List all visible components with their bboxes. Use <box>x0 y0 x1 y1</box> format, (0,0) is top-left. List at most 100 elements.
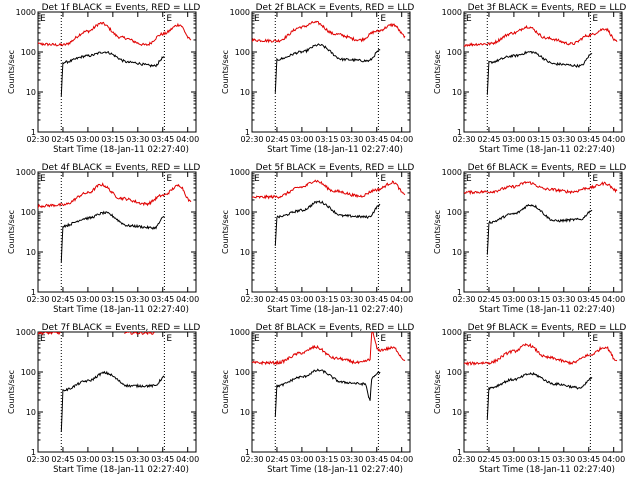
y-tick-label: 1 <box>457 448 462 457</box>
x-tick-label: 02:30 <box>26 455 49 464</box>
y-tick-label: 1 <box>245 128 250 137</box>
marker-label: E <box>592 334 598 344</box>
y-tick-label: 10 <box>26 248 36 257</box>
y-tick-label: 1000 <box>442 168 462 177</box>
x-tick-label: 03:15 <box>315 295 338 304</box>
x-tick-label: 03:30 <box>126 135 149 144</box>
x-tick-label: 02:30 <box>240 135 263 144</box>
y-tick-label: 1 <box>457 288 462 297</box>
y-axis-label: Counts/sec <box>221 210 230 254</box>
series-events-line <box>274 200 381 246</box>
plot-frame <box>251 331 411 453</box>
x-axis-label: Start Time (18-Jan-11 02:27:40) <box>267 145 403 155</box>
plot-title: Det 4f BLACK = Events, RED = LLD <box>42 163 201 173</box>
y-tick-label: 100 <box>447 208 462 217</box>
x-tick-label: 02:30 <box>240 455 263 464</box>
series-events-line <box>486 203 593 255</box>
x-tick-label: 02:45 <box>51 455 74 464</box>
series-lld-line <box>464 24 618 47</box>
x-tick-label: 04:00 <box>390 455 413 464</box>
plot-title: Det 5f BLACK = Events, RED = LLD <box>256 163 415 173</box>
x-tick-label: 04:00 <box>390 135 413 144</box>
y-tick-label: 10 <box>240 88 250 97</box>
plot-panel-8: Det 8f BLACK = Events, RED = LLD 1 10 100 10… <box>221 323 414 475</box>
plot-title: Det 3f BLACK = Events, RED = LLD <box>468 3 627 13</box>
x-tick-label: 02:45 <box>477 295 500 304</box>
plot-panel-6: Det 6f BLACK = Events, RED = LLD 1 10 100 10… <box>433 163 626 315</box>
x-tick-label: 03:30 <box>552 135 575 144</box>
x-axis-label: Start Time (18-Jan-11 02:27:40) <box>479 465 615 475</box>
x-tick-label: 03:45 <box>577 135 600 144</box>
y-tick-label: 1000 <box>230 328 250 337</box>
x-tick-label: 03:15 <box>315 135 338 144</box>
y-tick-label: 10 <box>26 408 36 417</box>
y-tick-label: 1000 <box>230 8 250 17</box>
plot-title: Det 1f BLACK = Events, RED = LLD <box>42 3 201 13</box>
y-tick-label: 10 <box>240 408 250 417</box>
x-axis-label: Start Time (18-Jan-11 02:27:40) <box>479 305 615 315</box>
y-tick-label: 10 <box>452 88 462 97</box>
series-lld-line <box>38 21 192 47</box>
marker-label: E <box>166 174 172 184</box>
x-axis-label: Start Time (18-Jan-11 02:27:40) <box>53 465 189 475</box>
x-tick-label: 03:45 <box>365 295 388 304</box>
x-tick-label: 02:30 <box>26 135 49 144</box>
marker-label: E <box>592 14 598 24</box>
x-axis-label: Start Time (18-Jan-11 02:27:40) <box>267 465 403 475</box>
series-events-line <box>274 43 381 93</box>
x-axis-label: Start Time (18-Jan-11 02:27:40) <box>53 305 189 315</box>
x-tick-label: 02:45 <box>51 135 74 144</box>
plot-title: Det 9f BLACK = Events, RED = LLD <box>468 323 627 333</box>
x-tick-label: 03:45 <box>365 455 388 464</box>
y-tick-label: 1 <box>245 288 250 297</box>
x-axis-label: Start Time (18-Jan-11 02:27:40) <box>53 145 189 155</box>
series-lld-line <box>464 180 618 196</box>
y-tick-label: 10 <box>452 248 462 257</box>
y-tick-label: 100 <box>235 208 250 217</box>
marker-label: E <box>40 334 46 344</box>
x-tick-label: 02:30 <box>26 295 49 304</box>
plot-panel-9: Det 9f BLACK = Events, RED = LLD 1 10 100 10… <box>433 323 626 475</box>
series-lld-line <box>252 20 406 44</box>
y-tick-label: 100 <box>235 48 250 57</box>
plot-frame <box>37 11 197 133</box>
x-tick-label: 03:00 <box>76 295 99 304</box>
marker-label: E <box>592 174 598 184</box>
y-tick-label: 1 <box>31 448 36 457</box>
x-tick-label: 02:45 <box>51 295 74 304</box>
x-tick-label: 03:00 <box>290 295 313 304</box>
plot-title: Det 2f BLACK = Events, RED = LLD <box>256 3 415 13</box>
plot-panel-7: Det 7f BLACK = Events, RED = LLD 1 10 100 10… <box>7 323 200 475</box>
y-axis-label: Counts/sec <box>221 50 230 94</box>
x-tick-label: 03:45 <box>151 455 174 464</box>
marker-label: E <box>254 174 260 184</box>
y-tick-label: 100 <box>21 48 36 57</box>
series-events-line <box>60 50 165 97</box>
series-events-line <box>60 210 165 263</box>
x-tick-label: 04:00 <box>176 295 199 304</box>
x-tick-label: 03:30 <box>126 295 149 304</box>
y-tick-label: 100 <box>21 368 36 377</box>
x-tick-label: 03:00 <box>290 455 313 464</box>
marker-label: E <box>166 334 172 344</box>
x-tick-label: 02:30 <box>452 455 475 464</box>
marker-label: E <box>466 334 472 344</box>
y-tick-label: 10 <box>240 248 250 257</box>
x-tick-label: 04:00 <box>176 455 199 464</box>
x-tick-label: 04:00 <box>602 135 625 144</box>
plot-frame <box>463 11 623 133</box>
x-tick-label: 03:30 <box>126 455 149 464</box>
y-tick-label: 10 <box>452 408 462 417</box>
x-tick-label: 03:15 <box>315 455 338 464</box>
marker-label: E <box>40 174 46 184</box>
series-events-line <box>274 368 381 417</box>
x-tick-label: 03:45 <box>577 455 600 464</box>
x-axis-label: Start Time (18-Jan-11 02:27:40) <box>479 145 615 155</box>
x-tick-label: 03:15 <box>527 295 550 304</box>
marker-label: E <box>254 14 260 24</box>
x-tick-label: 03:00 <box>76 135 99 144</box>
plot-frame <box>251 171 411 293</box>
plot-title: Det 6f BLACK = Events, RED = LLD <box>468 163 627 173</box>
y-tick-label: 100 <box>447 368 462 377</box>
y-axis-label: Counts/sec <box>433 370 442 414</box>
